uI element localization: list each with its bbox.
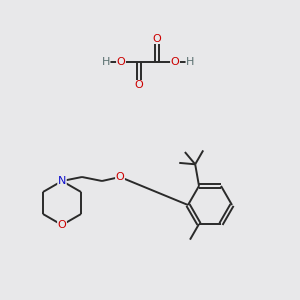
- Text: H: H: [186, 57, 194, 67]
- Text: O: O: [153, 34, 161, 44]
- Text: O: O: [171, 57, 179, 67]
- Text: O: O: [117, 57, 125, 67]
- Text: N: N: [58, 176, 66, 186]
- Text: H: H: [101, 57, 110, 67]
- Text: O: O: [116, 172, 124, 182]
- Text: O: O: [135, 80, 143, 90]
- Text: O: O: [58, 220, 66, 230]
